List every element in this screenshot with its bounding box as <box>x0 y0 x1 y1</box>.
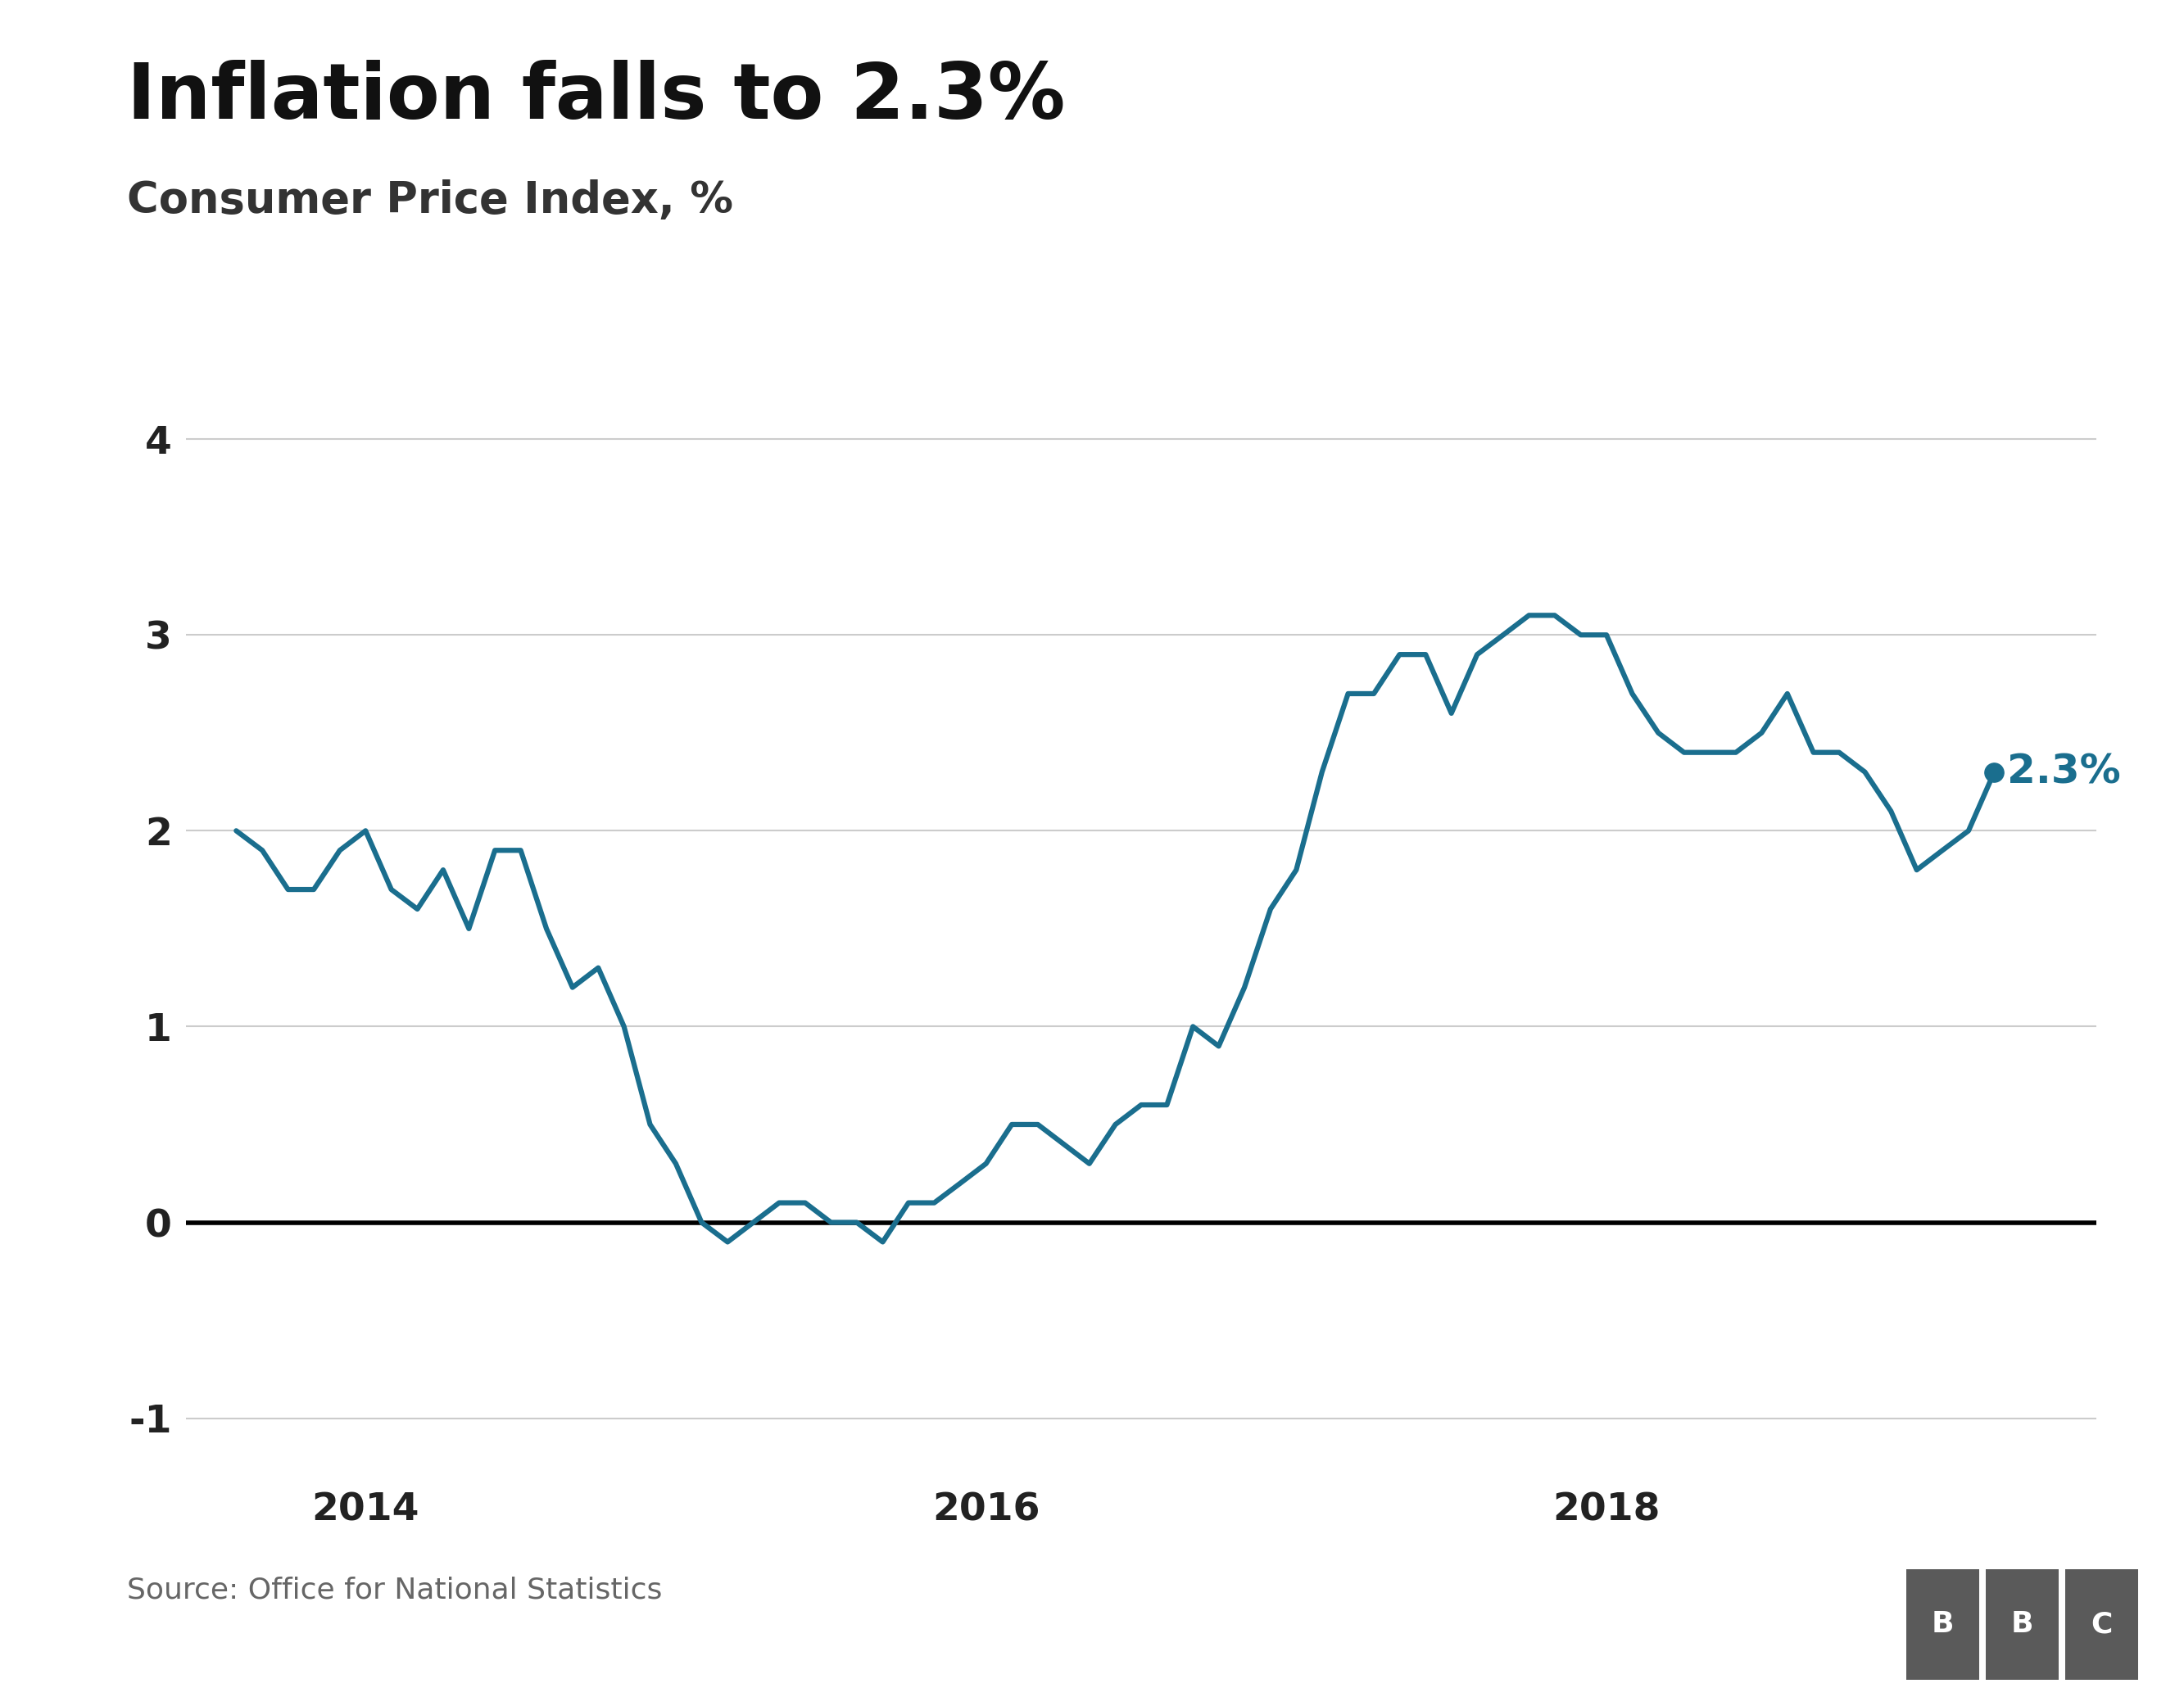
Text: Consumer Price Index, %: Consumer Price Index, % <box>127 179 734 222</box>
Text: 2.3%: 2.3% <box>2007 752 2121 792</box>
Text: B: B <box>2011 1610 2033 1638</box>
FancyBboxPatch shape <box>2064 1570 2138 1679</box>
Text: B: B <box>1931 1610 1955 1638</box>
FancyBboxPatch shape <box>1907 1570 1979 1679</box>
FancyBboxPatch shape <box>1985 1570 2060 1679</box>
Text: Inflation falls to 2.3%: Inflation falls to 2.3% <box>127 60 1066 135</box>
Text: Source: Office for National Statistics: Source: Office for National Statistics <box>127 1576 662 1604</box>
Point <box>1977 759 2011 786</box>
Text: C: C <box>2090 1610 2112 1638</box>
